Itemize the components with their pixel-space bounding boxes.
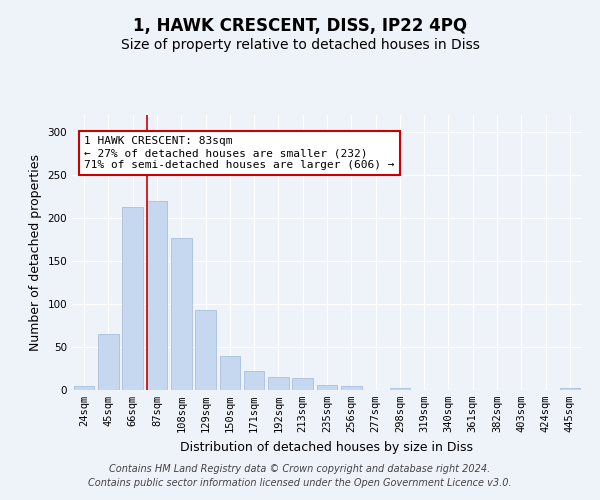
Text: 1, HAWK CRESCENT, DISS, IP22 4PQ: 1, HAWK CRESCENT, DISS, IP22 4PQ bbox=[133, 18, 467, 36]
Text: 1 HAWK CRESCENT: 83sqm
← 27% of detached houses are smaller (232)
71% of semi-de: 1 HAWK CRESCENT: 83sqm ← 27% of detached… bbox=[85, 136, 395, 170]
Text: Contains HM Land Registry data © Crown copyright and database right 2024.
Contai: Contains HM Land Registry data © Crown c… bbox=[88, 464, 512, 487]
Bar bbox=[244, 371, 265, 390]
Y-axis label: Number of detached properties: Number of detached properties bbox=[29, 154, 42, 351]
Bar bbox=[171, 238, 191, 390]
Bar bbox=[292, 378, 313, 390]
Bar bbox=[268, 377, 289, 390]
Bar bbox=[122, 207, 143, 390]
Bar bbox=[146, 201, 167, 390]
Bar bbox=[560, 388, 580, 390]
X-axis label: Distribution of detached houses by size in Diss: Distribution of detached houses by size … bbox=[181, 440, 473, 454]
Bar bbox=[74, 386, 94, 390]
Bar bbox=[341, 386, 362, 390]
Bar bbox=[195, 310, 216, 390]
Bar bbox=[317, 385, 337, 390]
Bar bbox=[220, 356, 240, 390]
Bar bbox=[98, 334, 119, 390]
Bar bbox=[389, 388, 410, 390]
Text: Size of property relative to detached houses in Diss: Size of property relative to detached ho… bbox=[121, 38, 479, 52]
